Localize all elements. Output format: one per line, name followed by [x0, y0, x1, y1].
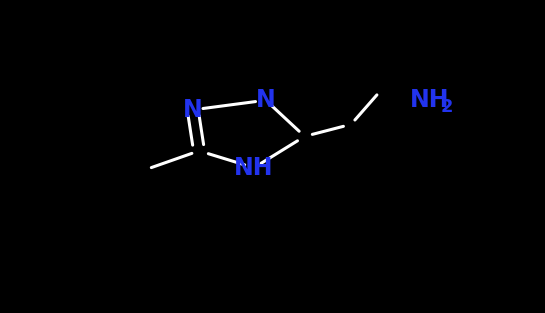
Text: NH: NH [410, 88, 450, 112]
Text: N: N [183, 98, 203, 122]
Text: NH: NH [234, 156, 274, 180]
Text: 2: 2 [441, 99, 453, 116]
Text: N: N [256, 88, 276, 112]
